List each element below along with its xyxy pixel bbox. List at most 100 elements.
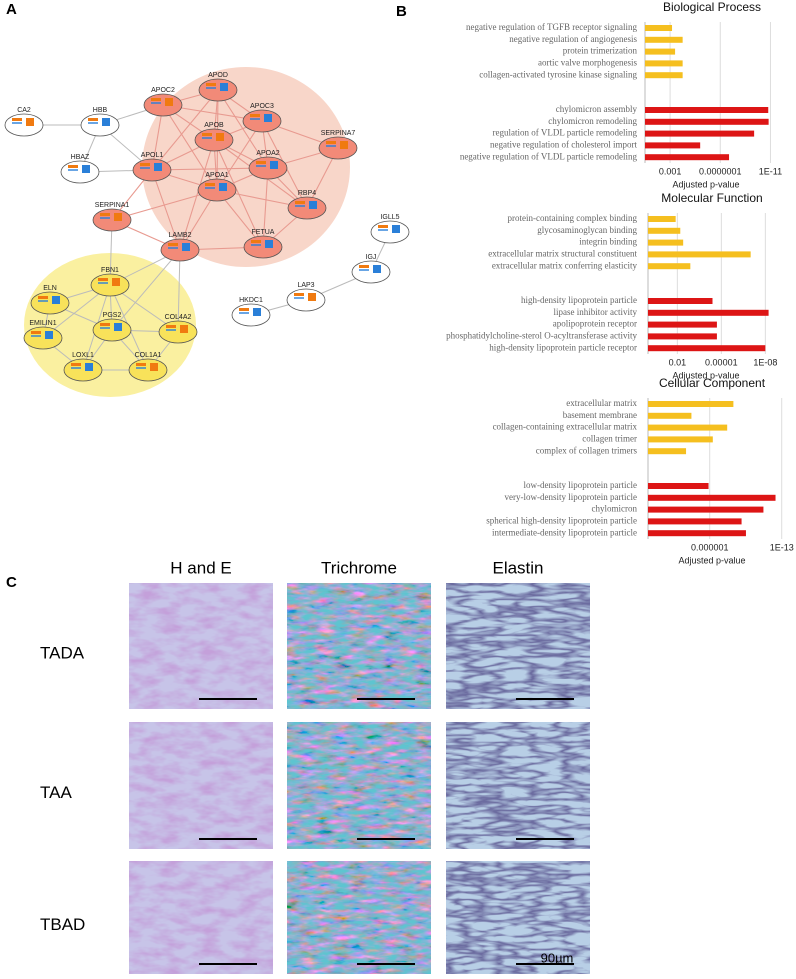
- micrograph-texture: [287, 861, 431, 974]
- node-icon: [205, 183, 215, 186]
- category-label: high-density lipoprotein particle recept…: [489, 342, 637, 352]
- bar: [648, 345, 766, 352]
- node-icon: [98, 282, 108, 284]
- node-icon: [154, 163, 162, 171]
- bar: [645, 72, 683, 79]
- edge: [216, 120, 263, 191]
- node-icon: [250, 118, 260, 120]
- category-label: extracellular matrix structural constitu…: [488, 248, 637, 258]
- node-icon: [100, 323, 110, 326]
- bar: [645, 130, 755, 137]
- node-icon: [68, 165, 78, 168]
- node-label: FETUA: [252, 229, 275, 236]
- node-label: COL1A1: [135, 352, 162, 359]
- category-label: extracellular matrix conferring elastici…: [492, 260, 638, 270]
- column-header: H and E: [170, 558, 231, 577]
- micrograph-texture: [129, 583, 273, 709]
- node-icon: [378, 225, 388, 228]
- row-label: TBAD: [40, 915, 85, 934]
- node-icon: [340, 141, 348, 149]
- micrograph-texture: [446, 583, 590, 709]
- bar: [648, 518, 742, 525]
- node: [286, 288, 326, 312]
- node: [90, 273, 130, 297]
- node-icon: [251, 240, 261, 243]
- bar: [648, 227, 681, 234]
- node-label: HBAZ: [71, 154, 90, 161]
- node-icon: [239, 312, 249, 314]
- category-label: collagen-containing extracellular matrix: [493, 422, 638, 432]
- bar: [645, 48, 676, 55]
- node-icon: [140, 167, 150, 169]
- node-icon: [114, 213, 122, 221]
- row-label: TAA: [40, 783, 72, 802]
- row-label: TADA: [40, 643, 85, 662]
- edge: [111, 249, 181, 331]
- chart-title: Cellular Component: [659, 376, 766, 390]
- node-icon: [392, 225, 400, 233]
- node-icon: [150, 363, 158, 371]
- edge: [262, 167, 269, 248]
- x-axis-label: Adjusted p-value: [672, 370, 739, 380]
- node-icon: [68, 169, 78, 171]
- panel-label: C: [6, 574, 17, 591]
- node-icon: [112, 278, 120, 286]
- node-icon: [52, 296, 60, 304]
- category-label: regulation of VLDL particle remodeling: [493, 128, 638, 138]
- category-label: collagen-activated tyrosine kinase signa…: [479, 69, 637, 79]
- category-label: aortic valve morphogenesis: [538, 57, 637, 67]
- panel-label: B: [396, 3, 407, 20]
- node-icon: [251, 244, 261, 246]
- bar: [645, 25, 673, 31]
- node-icon: [309, 201, 317, 209]
- node-label: RBP4: [298, 190, 316, 197]
- bar: [648, 216, 676, 222]
- node-label: SERPINA7: [321, 130, 356, 137]
- node-icon: [205, 187, 215, 189]
- node-label: IGJ: [366, 254, 377, 261]
- node-icon: [165, 98, 173, 106]
- micrograph-texture: [287, 722, 431, 849]
- edge: [177, 249, 181, 333]
- bar: [648, 412, 692, 419]
- bar: [648, 424, 728, 431]
- category-label: glycosaminoglycan binding: [537, 225, 637, 235]
- micrograph-texture: [446, 722, 590, 849]
- node-icon: [100, 327, 110, 329]
- node-icon: [220, 83, 228, 91]
- node-label: SERPINA1: [95, 202, 130, 209]
- micrograph-texture: [129, 722, 273, 849]
- node: [194, 128, 234, 152]
- bar: [645, 60, 683, 67]
- charts: Biological Process 0.001 0.0000001 1E-11 Adj…: [446, 0, 794, 565]
- node-label: APOL1: [141, 152, 164, 159]
- node: [243, 235, 283, 259]
- node-icon: [359, 269, 369, 271]
- node-label: APOA2: [256, 150, 279, 157]
- bar: [648, 448, 687, 455]
- node: [197, 178, 237, 202]
- bar: [648, 401, 734, 407]
- bar: [648, 251, 751, 258]
- node-icon: [264, 114, 272, 122]
- node-icon: [295, 205, 305, 207]
- bar: [648, 239, 684, 246]
- edge: [151, 89, 219, 171]
- x-tick-label: 0.00001: [705, 357, 738, 367]
- node: [23, 326, 63, 350]
- edge: [179, 139, 215, 251]
- node-label: CA2: [17, 107, 31, 114]
- node: [242, 109, 282, 133]
- edge: [162, 104, 218, 191]
- category-label: complex of collagen trimers: [536, 445, 638, 455]
- category-label: basement membrane: [563, 410, 637, 420]
- node-icon: [168, 247, 178, 249]
- category-label: lipase inhibitor activity: [554, 307, 638, 317]
- node-icon: [202, 137, 212, 139]
- node-icon: [151, 98, 161, 101]
- node-label: PGS2: [103, 312, 122, 319]
- category-label: chylomicron remodeling: [548, 116, 637, 126]
- category-label: extracellular matrix: [566, 398, 637, 408]
- category-label: negative regulation of TGFB receptor sig…: [466, 22, 638, 32]
- x-axis-label: Adjusted p-value: [678, 555, 745, 565]
